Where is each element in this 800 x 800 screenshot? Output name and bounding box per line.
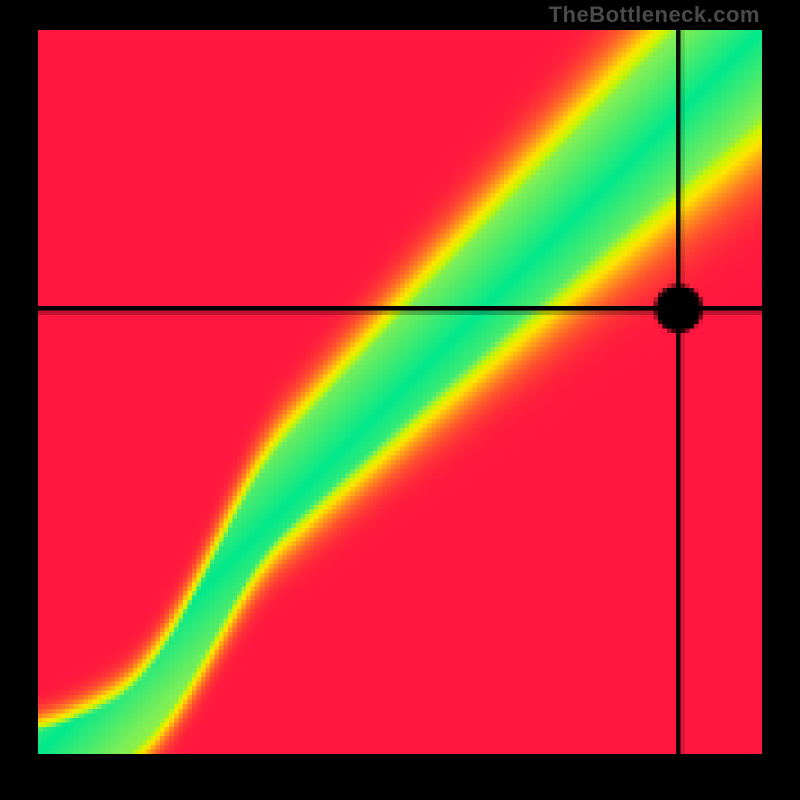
bottleneck-heatmap <box>38 30 762 754</box>
watermark-text: TheBottleneck.com <box>549 2 760 28</box>
